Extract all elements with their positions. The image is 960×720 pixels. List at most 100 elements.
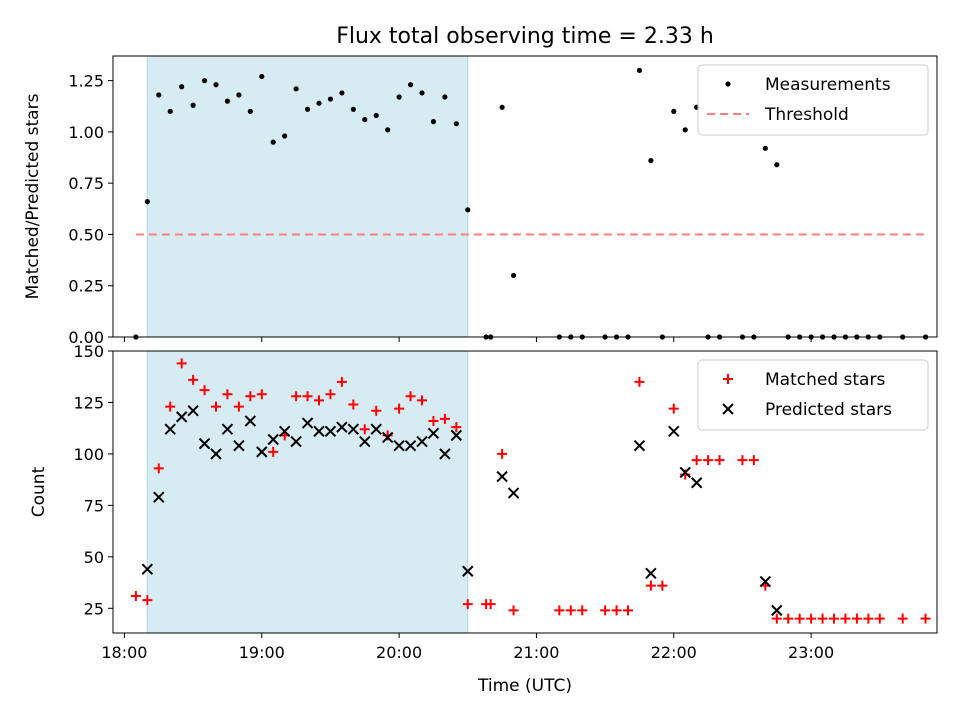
predicted-stars-point: [679, 466, 691, 479]
top-legend: Measurements Threshold: [697, 64, 929, 136]
measurement-point: [224, 98, 231, 104]
measurement-point: [293, 86, 299, 92]
x-tick-label: 21:00: [513, 643, 559, 662]
matched-stars-point: [302, 391, 313, 402]
measurement-point: [725, 81, 731, 87]
matched-stars-point: [451, 422, 462, 433]
legend-box: [697, 359, 929, 431]
measurement-point: [144, 199, 150, 205]
top-y-axis-label: Matched/Predicted stars: [23, 93, 43, 299]
measurement-point: [179, 84, 185, 90]
x-tick-label: 19:00: [239, 643, 285, 662]
matched-stars-point: [577, 605, 588, 616]
matched-stars-point: [840, 613, 851, 624]
y-tick-label: 25: [84, 599, 104, 618]
measurement-point: [385, 127, 391, 133]
measurement-point: [465, 207, 471, 213]
matched-stars-point: [256, 389, 267, 400]
predicted-stars-point: [645, 567, 657, 580]
measurement-point: [671, 108, 677, 114]
top-axes-frame: [112, 55, 938, 338]
matched-stars-point: [600, 605, 611, 616]
predicted-stars-point: [175, 411, 188, 423]
x-tick-label: 23:00: [788, 643, 834, 662]
matched-stars-point: [325, 389, 336, 400]
bottom-axes-frame: [112, 350, 938, 634]
matched-stars-point: [737, 455, 748, 466]
matched-stars-point: [897, 613, 908, 624]
measurement-point: [339, 90, 345, 96]
matched-stars-point: [806, 613, 817, 624]
x-tick-label: 18:00: [101, 643, 147, 662]
matched-stars-point: [245, 391, 256, 402]
matched-stars-point: [222, 389, 233, 400]
bottom-y-ticks: 25 50 75 100 125 150: [73, 342, 113, 618]
matched-stars-point: [723, 374, 733, 384]
bottom-y-axis-label: Count: [29, 466, 49, 517]
predicted-stars-point: [347, 423, 360, 435]
matched-stars-point: [714, 455, 725, 466]
matched-stars-point: [417, 395, 427, 406]
matched-stars-point: [863, 613, 874, 624]
matched-stars-point: [439, 413, 450, 424]
predicted-stars-point: [153, 491, 165, 503]
measurement-point: [247, 108, 253, 114]
measurement-point: [304, 106, 311, 112]
measurement-point: [213, 82, 219, 88]
predicted-stars-point: [324, 425, 337, 437]
matched-stars-point: [211, 401, 221, 412]
matched-stars-point: [199, 385, 210, 396]
legend-entry-label: Measurements: [765, 75, 891, 95]
matched-stars-point: [554, 605, 565, 616]
predicted-stars-point: [690, 477, 703, 489]
y-tick-label: 125: [73, 393, 104, 412]
matched-stars-point: [634, 376, 645, 387]
matched-stars-point: [359, 424, 370, 435]
legend-entry-label: Predicted stars: [765, 400, 892, 420]
predicted-stars-point: [427, 427, 440, 440]
matched-stars-point: [874, 613, 885, 624]
measurement-point: [156, 92, 162, 98]
predicted-stars-point: [759, 575, 772, 588]
matched-stars-point: [565, 605, 576, 616]
y-tick-label: 0.50: [68, 225, 104, 244]
y-tick-label: 0.75: [68, 174, 104, 193]
x-tick-label: 20:00: [376, 643, 422, 662]
matched-stars-point: [623, 605, 633, 616]
y-tick-label: 150: [73, 342, 104, 361]
measurement-point: [499, 104, 505, 110]
top-shaded-interval: [146, 56, 469, 337]
measurement-point: [407, 82, 414, 88]
predicted-stars-point: [301, 417, 314, 429]
bottom-x-axis-label: Time (UTC): [477, 676, 572, 696]
measurement-point: [316, 100, 322, 106]
matched-stars-point: [680, 469, 691, 480]
measurement-point: [350, 106, 356, 112]
predicted-stars-point: [141, 563, 154, 575]
y-tick-label: 0.25: [68, 277, 104, 296]
predicted-stars-point: [210, 448, 222, 460]
measurement-point: [442, 94, 448, 100]
predicted-stars-point: [439, 448, 451, 460]
legend-entry-label: Matched stars: [765, 370, 885, 390]
matched-stars-point: [920, 613, 931, 624]
top-plot-marks: [133, 67, 929, 340]
matched-stars-point: [314, 395, 324, 406]
matched-stars-point: [611, 605, 622, 616]
matched-stars-point: [817, 613, 828, 624]
matched-stars-point: [371, 405, 382, 416]
matched-stars-point: [497, 448, 508, 459]
matched-stars-point: [291, 391, 302, 402]
y-tick-label: 100: [73, 445, 104, 464]
matched-stars-point: [165, 401, 176, 412]
predicted-stars-point: [722, 403, 734, 415]
bottom-panel: 25 50 75 100 125 150 18:00 19:00 20:00 21:00 22:0…: [29, 342, 938, 696]
predicted-stars-point: [370, 423, 382, 435]
matched-stars-point: [783, 613, 794, 624]
measurement-point: [453, 121, 459, 127]
matched-stars-point: [336, 376, 347, 387]
predicted-stars-point: [404, 439, 417, 452]
predicted-stars-point: [244, 415, 257, 427]
y-tick-label: 1.00: [68, 123, 104, 142]
predicted-stars-point: [336, 421, 348, 433]
